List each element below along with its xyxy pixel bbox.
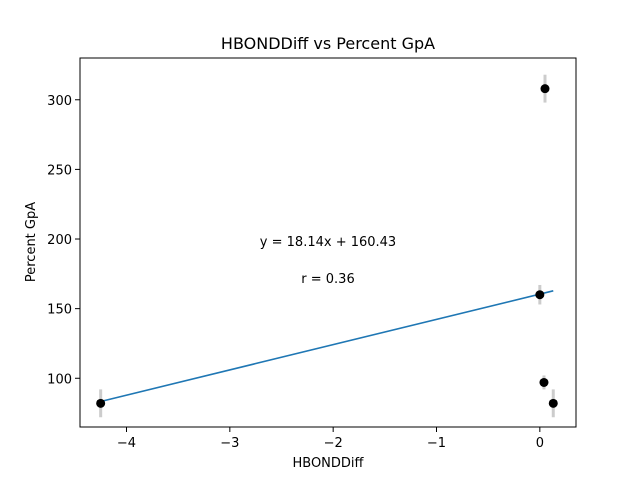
x-tick-label: −1 xyxy=(427,436,446,451)
data-point xyxy=(96,398,106,408)
x-axis-label: HBONDDiff xyxy=(292,456,364,471)
data-point xyxy=(535,290,545,300)
plot-frame xyxy=(79,57,577,428)
x-tick-label: 0 xyxy=(536,436,544,451)
equation-annotation: y = 18.14x + 160.43 xyxy=(260,235,396,250)
r-value-annotation: r = 0.36 xyxy=(301,272,354,287)
regression-line xyxy=(100,290,554,403)
y-tick-label: 200 xyxy=(47,233,72,248)
data-point xyxy=(539,377,549,387)
x-tick-label: −4 xyxy=(117,436,136,451)
x-tick-label: −3 xyxy=(220,436,239,451)
y-tick-label: 150 xyxy=(47,303,72,318)
y-axis-label: Percent GpA xyxy=(24,202,39,282)
y-axis-ticks: 100 150 200 250 300 xyxy=(47,94,80,387)
plot-marks xyxy=(96,74,558,418)
data-point xyxy=(548,398,558,408)
y-tick-label: 100 xyxy=(47,372,72,387)
y-tick-label: 300 xyxy=(47,94,72,109)
x-axis-ticks: −4 −3 −2 −1 0 xyxy=(117,427,544,451)
data-point xyxy=(540,84,550,94)
y-tick-label: 250 xyxy=(47,163,72,178)
chart-title: HBONDDiff vs Percent GpA xyxy=(221,34,435,53)
x-tick-label: −2 xyxy=(324,436,343,451)
